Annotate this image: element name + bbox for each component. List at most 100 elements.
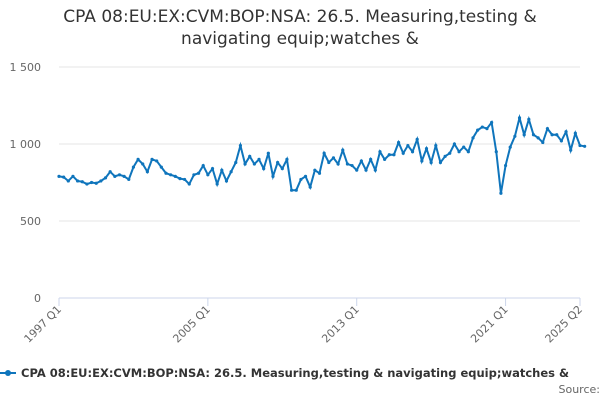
point	[201, 163, 205, 168]
point	[173, 174, 177, 178]
point	[108, 170, 112, 174]
point	[364, 168, 368, 172]
y-tick-label: 1 000	[10, 138, 42, 151]
point	[420, 159, 424, 163]
point	[517, 116, 522, 120]
point	[229, 170, 233, 174]
point	[550, 133, 554, 137]
point	[187, 182, 191, 186]
point	[141, 162, 145, 166]
point	[480, 125, 484, 129]
point	[262, 167, 266, 171]
point	[578, 143, 582, 148]
x-tick-label: 1997 Q1	[22, 303, 65, 346]
point	[499, 191, 503, 195]
x-tick-label: 2013 Q1	[319, 303, 362, 346]
point	[466, 150, 470, 154]
point	[452, 142, 457, 146]
point	[196, 171, 201, 175]
point	[373, 168, 377, 172]
point	[215, 182, 219, 186]
point	[178, 177, 182, 181]
point	[559, 139, 563, 143]
point	[62, 175, 66, 179]
point	[285, 157, 289, 161]
point	[336, 162, 340, 166]
point	[392, 153, 396, 157]
chart-title: CPA 08:EU:EX:CVM:BOP:NSA: 26.5. Measurin…	[63, 7, 537, 49]
point	[76, 179, 80, 183]
point	[159, 165, 163, 169]
legend-label: CPA 08:EU:EX:CVM:BOP:NSA: 26.5. Measurin…	[21, 366, 569, 380]
point	[513, 134, 517, 138]
point	[564, 130, 568, 134]
point	[531, 133, 536, 137]
point	[424, 147, 429, 151]
point	[331, 156, 336, 160]
point	[573, 131, 577, 135]
point	[220, 168, 224, 172]
point	[322, 151, 326, 155]
point	[57, 174, 61, 178]
x-tick-label: 2021 Q1	[468, 303, 511, 346]
point	[476, 128, 480, 132]
point	[545, 127, 550, 131]
point	[271, 174, 275, 178]
y-tick-label: 500	[20, 215, 41, 228]
point	[289, 188, 294, 192]
point	[494, 150, 498, 154]
y-tick-label: 0	[34, 292, 41, 305]
point	[443, 154, 447, 158]
point	[210, 167, 215, 171]
point	[522, 133, 526, 137]
point	[117, 173, 122, 177]
point	[350, 163, 354, 168]
point	[131, 165, 136, 169]
point	[555, 133, 559, 137]
point	[276, 160, 280, 165]
point	[66, 179, 70, 183]
point	[401, 151, 405, 155]
point	[438, 160, 443, 165]
point	[164, 171, 168, 175]
point	[71, 174, 75, 178]
point	[387, 153, 391, 157]
point	[252, 162, 256, 166]
x-tick-label: 2005 Q1	[170, 303, 213, 346]
point	[508, 145, 512, 149]
point	[257, 157, 261, 161]
point	[415, 137, 419, 141]
point	[280, 167, 284, 171]
point	[369, 157, 373, 161]
point	[308, 185, 312, 189]
point	[462, 145, 466, 149]
point	[383, 157, 387, 161]
point	[113, 174, 117, 178]
point	[206, 173, 210, 177]
point	[503, 163, 508, 168]
point	[94, 181, 98, 185]
x-tick-label: 2025 Q2	[543, 303, 586, 346]
y-tick-label: 1 500	[10, 61, 42, 74]
point	[243, 162, 247, 166]
point	[541, 140, 545, 145]
point	[569, 148, 573, 152]
point	[155, 159, 159, 163]
point	[429, 160, 433, 165]
line	[58, 113, 585, 194]
point	[536, 136, 540, 140]
point	[490, 120, 494, 125]
point	[345, 162, 350, 166]
point	[448, 151, 452, 155]
point	[99, 179, 103, 183]
point	[266, 151, 270, 155]
point	[434, 143, 438, 148]
point	[406, 143, 410, 148]
point	[103, 176, 108, 180]
point	[410, 150, 415, 154]
point	[238, 143, 243, 148]
point	[182, 177, 187, 182]
point	[378, 150, 382, 154]
